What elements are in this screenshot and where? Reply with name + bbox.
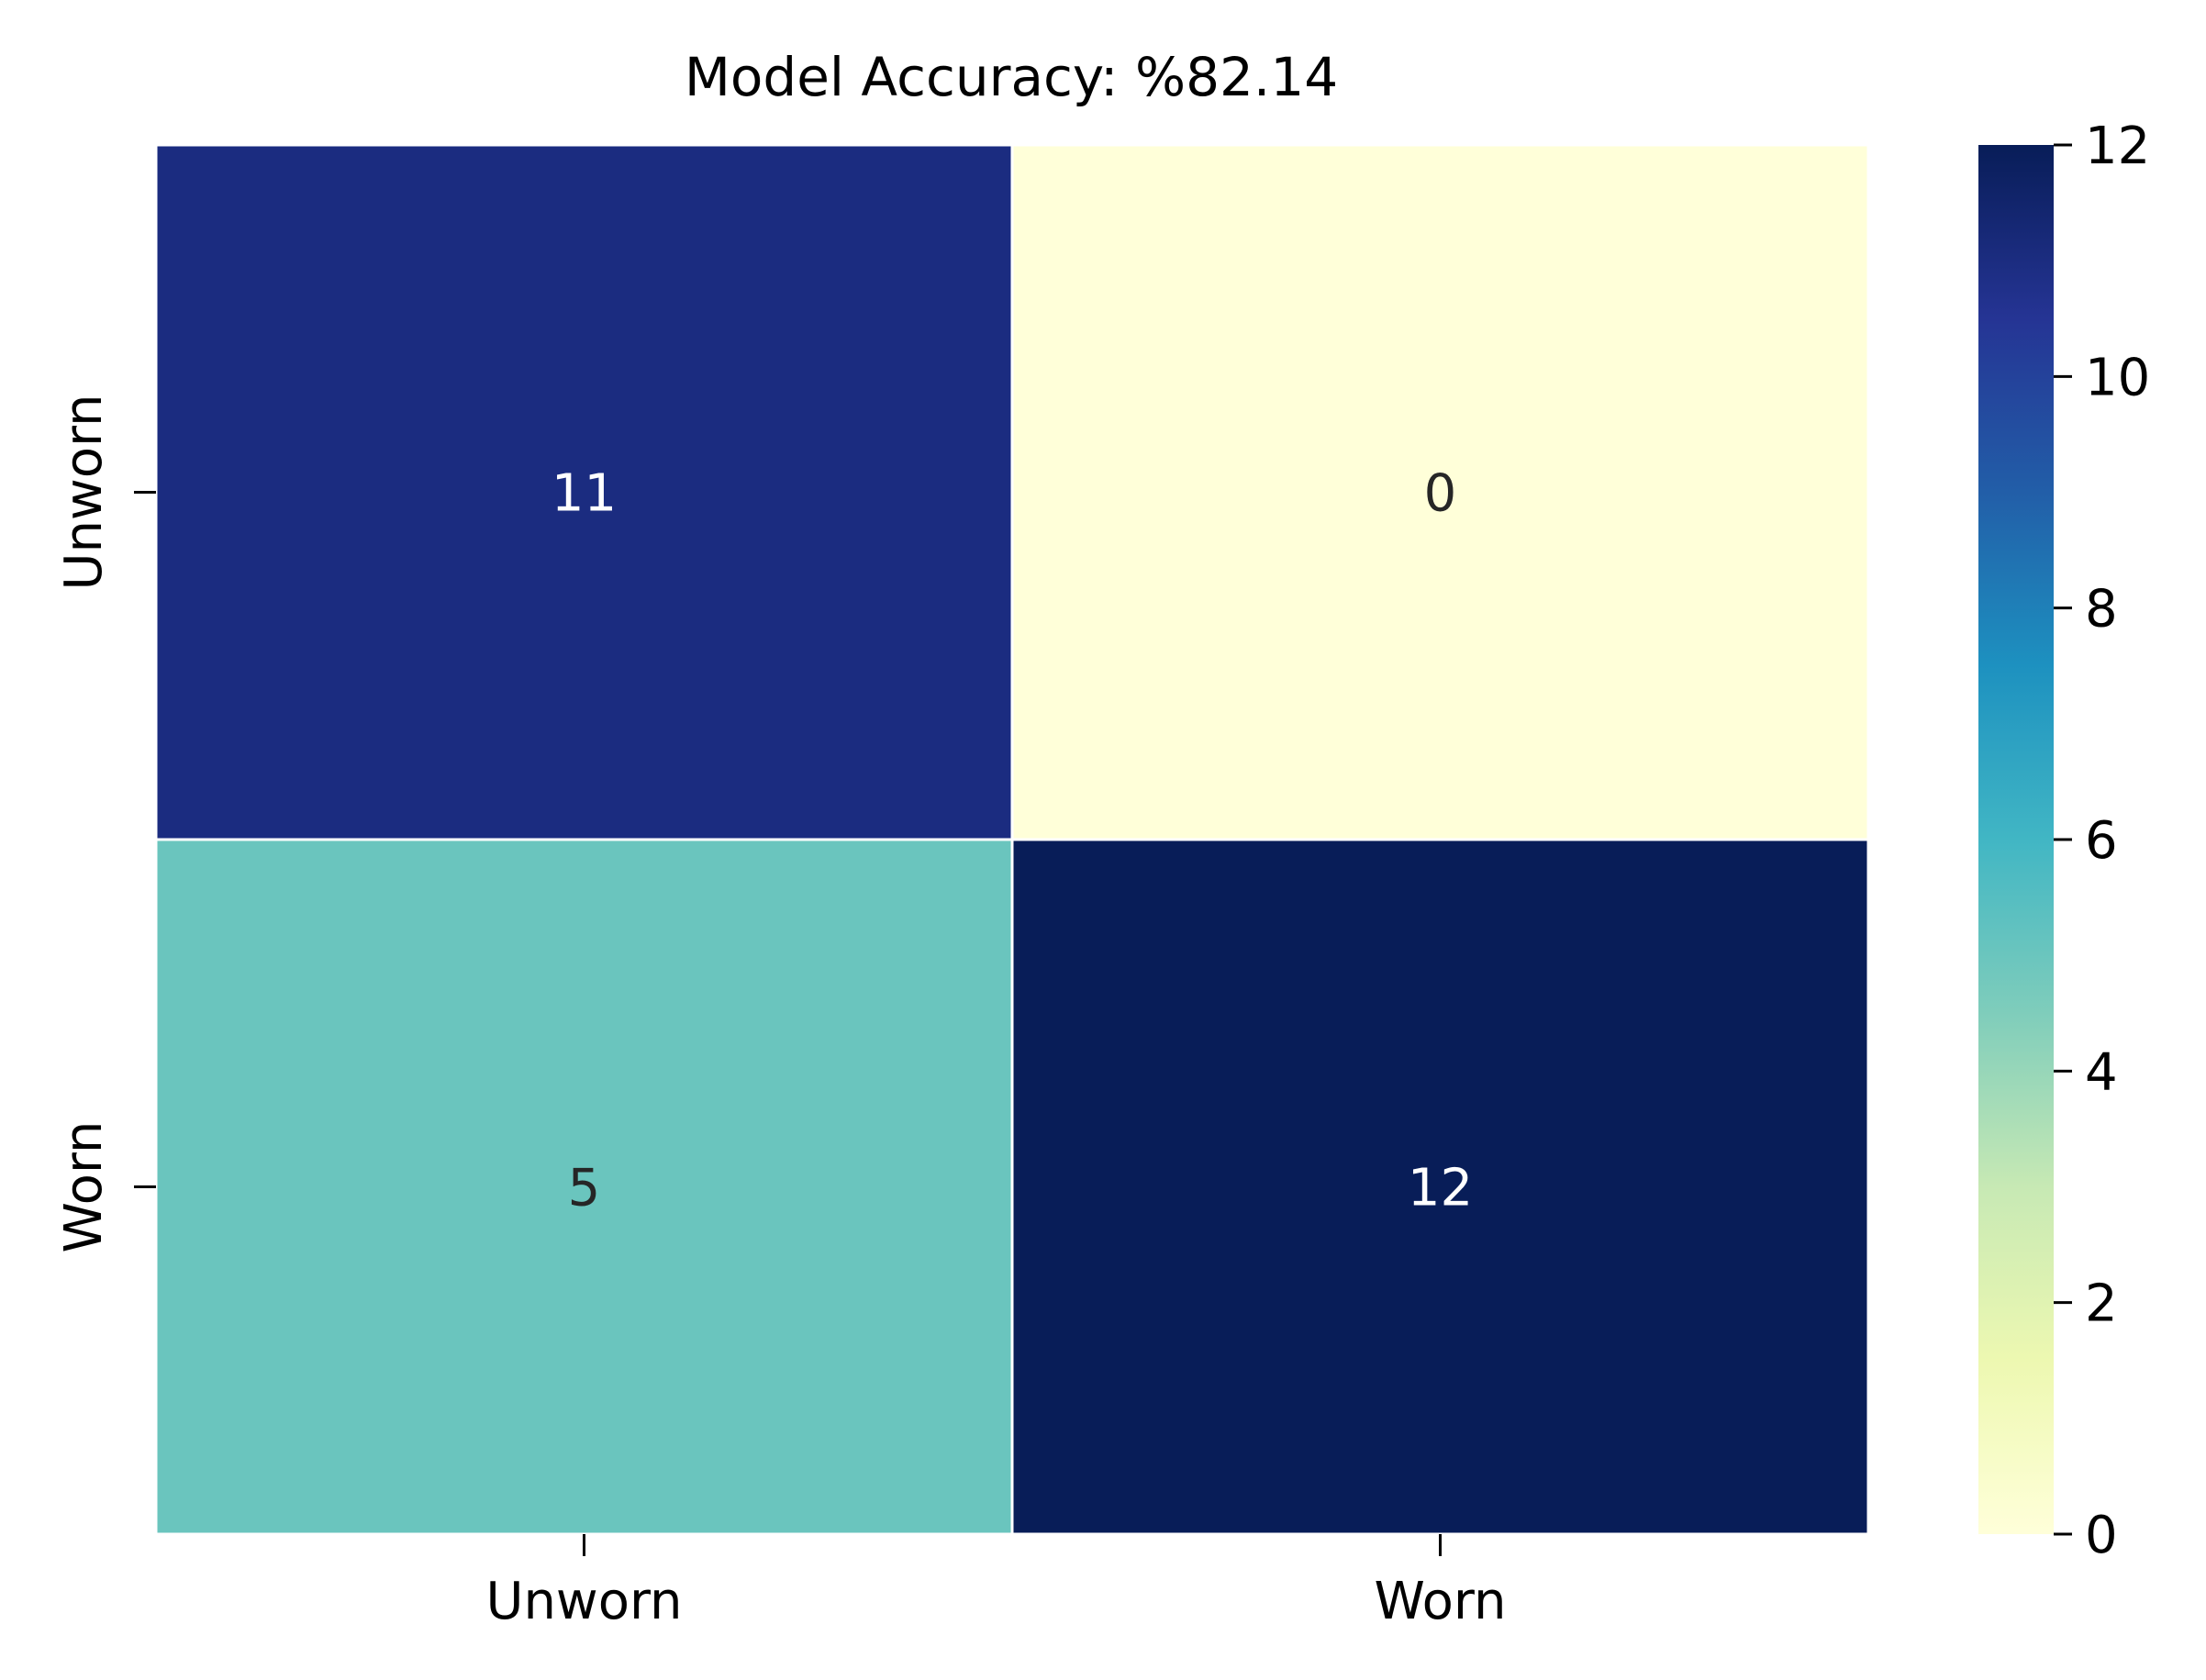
y-tick-label: Worn (54, 1121, 114, 1253)
colorbar-tick-label: 2 (2085, 1274, 2118, 1334)
colorbar-tick-label: 8 (2085, 580, 2118, 640)
heatmap-cell-label: 0 (1424, 464, 1457, 524)
colorbar-tick-label: 10 (2085, 348, 2150, 407)
x-tick-label: Worn (1375, 1572, 1507, 1631)
y-tick-label: Unworn (54, 394, 114, 590)
chart-title: Model Accuracy: %82.14 (685, 46, 1338, 108)
heatmap-cell-label: 11 (552, 464, 617, 524)
colorbar-tick-label: 12 (2085, 117, 2150, 176)
heatmap-cell-label: 5 (568, 1159, 601, 1218)
colorbar-gradient (1978, 145, 2054, 1534)
colorbar-tick-label: 0 (2085, 1506, 2118, 1565)
heatmap-cell (154, 838, 1014, 1536)
colorbar-tick-label: 4 (2085, 1042, 2118, 1102)
x-tick-label: Unworn (485, 1572, 682, 1631)
y-axis: Unworn Worn (54, 394, 156, 1252)
heatmap-cell (154, 143, 1014, 841)
heatmap-cell-labels: 11 0 5 12 (552, 464, 1473, 1218)
colorbar-tick-label: 6 (2085, 811, 2118, 871)
heatmap-cell (1010, 838, 1870, 1536)
x-axis: Unworn Worn (485, 1534, 1506, 1631)
heatmap-cells (154, 143, 1870, 1536)
heatmap-cell-label: 12 (1408, 1159, 1473, 1218)
heatmap-cell (1010, 143, 1870, 841)
colorbar: 0 2 4 6 8 10 12 (1978, 117, 2150, 1565)
